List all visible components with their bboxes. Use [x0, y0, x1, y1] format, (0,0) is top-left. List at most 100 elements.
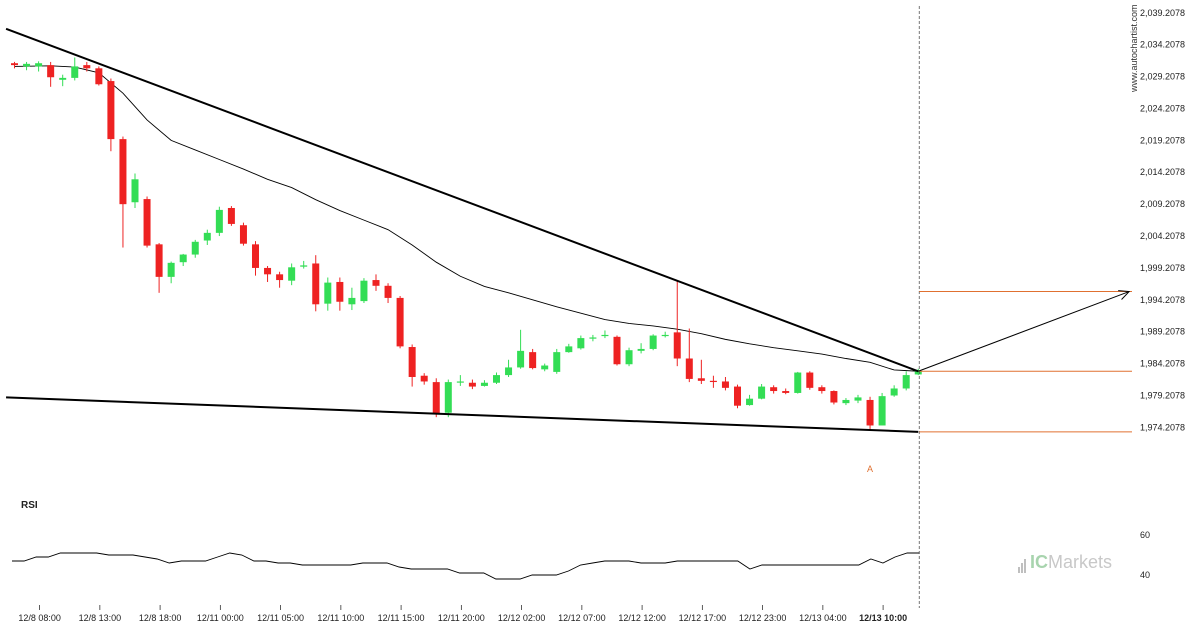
- candle-body: [384, 285, 392, 298]
- candle-body: [215, 209, 223, 233]
- candle: [131, 173, 139, 208]
- candle-body: [480, 382, 488, 386]
- x-tick-label: 12/11 05:00: [257, 613, 304, 623]
- candle-body: [818, 387, 826, 392]
- candle-body: [179, 254, 187, 263]
- candle: [782, 388, 790, 395]
- candle: [203, 229, 211, 245]
- candle: [806, 371, 814, 390]
- y-tick-label: 2,034.2078: [1140, 40, 1185, 50]
- candle: [697, 359, 705, 385]
- candle-body: [203, 232, 211, 241]
- candle-body: [842, 399, 850, 404]
- x-axis: 12/8 08:00 12/8 13:00 12/8 18:00 12/11 00:0…: [18, 605, 907, 623]
- candle-body: [890, 388, 898, 396]
- candle: [565, 343, 573, 353]
- candle: [878, 392, 886, 426]
- candle: [288, 263, 296, 286]
- candle: [35, 61, 43, 72]
- candle-body: [601, 334, 609, 337]
- y-tick-label: 2,019.2078: [1140, 135, 1185, 145]
- candle-body: [866, 399, 874, 426]
- x-tick-label: 12/12 02:00: [498, 613, 546, 623]
- rsi-panel: RSI 60 40: [12, 500, 1150, 580]
- candle: [276, 271, 284, 288]
- candle-body: [721, 381, 729, 388]
- candle-body: [697, 378, 705, 381]
- candle: [23, 61, 31, 71]
- candle-body: [565, 346, 573, 353]
- candle: [360, 278, 368, 304]
- icmarkets-logo: ICMarkets: [1018, 552, 1112, 573]
- candle: [432, 378, 440, 418]
- candle-body: [794, 372, 802, 393]
- candle-body: [529, 352, 537, 369]
- x-tick-label: 12/11 15:00: [378, 613, 425, 623]
- candle-body: [914, 371, 922, 375]
- rsi-tick-label: 60: [1140, 530, 1150, 540]
- candle: [95, 66, 103, 86]
- candle: [842, 398, 850, 406]
- candle-body: [396, 297, 404, 347]
- candle-body: [95, 68, 103, 85]
- candle: [529, 348, 537, 370]
- candle-body: [47, 65, 55, 78]
- candle: [167, 261, 175, 284]
- candle-body: [709, 380, 717, 383]
- x-tick-label: 12/11 00:00: [197, 613, 244, 623]
- candle-body: [493, 375, 500, 383]
- candle: [505, 359, 513, 378]
- projection-arrow-line: [918, 291, 1130, 372]
- candle-body: [71, 66, 79, 78]
- support-trendline: [6, 396, 919, 433]
- y-tick-label: 2,024.2078: [1140, 103, 1185, 113]
- candle-body: [336, 281, 344, 302]
- candle-body: [577, 338, 585, 349]
- watermark-text: www.autochartist.com: [1129, 4, 1139, 93]
- candle-body: [673, 332, 681, 359]
- candle-body: [637, 348, 645, 351]
- candle-body: [456, 381, 464, 383]
- candle: [685, 328, 693, 383]
- candle-body: [167, 262, 175, 277]
- logo-bars-icon: [1018, 552, 1027, 573]
- candle-body: [517, 350, 525, 368]
- candle-body: [420, 375, 428, 382]
- candle-body: [625, 350, 633, 365]
- y-tick-label: 1,984.2078: [1140, 359, 1185, 369]
- candle-body: [155, 244, 163, 277]
- rsi-tick-label: 40: [1140, 570, 1150, 580]
- candle: [649, 334, 657, 351]
- candle: [673, 280, 681, 367]
- candle: [408, 344, 416, 387]
- candle: [444, 379, 452, 418]
- candle-body: [408, 347, 416, 378]
- candle: [890, 385, 898, 397]
- candle-body: [324, 282, 332, 304]
- candle: [721, 377, 729, 391]
- candle: [746, 394, 754, 406]
- y-tick-label: 1,979.2078: [1140, 390, 1185, 400]
- candle: [866, 396, 874, 431]
- y-tick-label: 2,009.2078: [1140, 199, 1185, 209]
- candle-body: [746, 398, 754, 406]
- candle: [11, 61, 18, 69]
- candle-body: [854, 397, 862, 401]
- candle: [902, 371, 910, 391]
- candle-body: [107, 81, 115, 140]
- candle-body: [348, 297, 356, 305]
- candle-body: [300, 265, 308, 267]
- candle: [336, 277, 344, 311]
- candle: [794, 371, 802, 394]
- candle: [300, 260, 308, 269]
- candle: [541, 363, 549, 372]
- candle: [420, 373, 428, 385]
- moving-average-line: [14, 65, 919, 372]
- x-tick-label: 12/8 08:00: [18, 613, 61, 623]
- candle: [215, 206, 223, 237]
- y-tick-label: 1,989.2078: [1140, 327, 1185, 337]
- candle: [589, 334, 597, 342]
- candle: [456, 375, 464, 386]
- x-tick-label: 12/8 13:00: [79, 613, 122, 623]
